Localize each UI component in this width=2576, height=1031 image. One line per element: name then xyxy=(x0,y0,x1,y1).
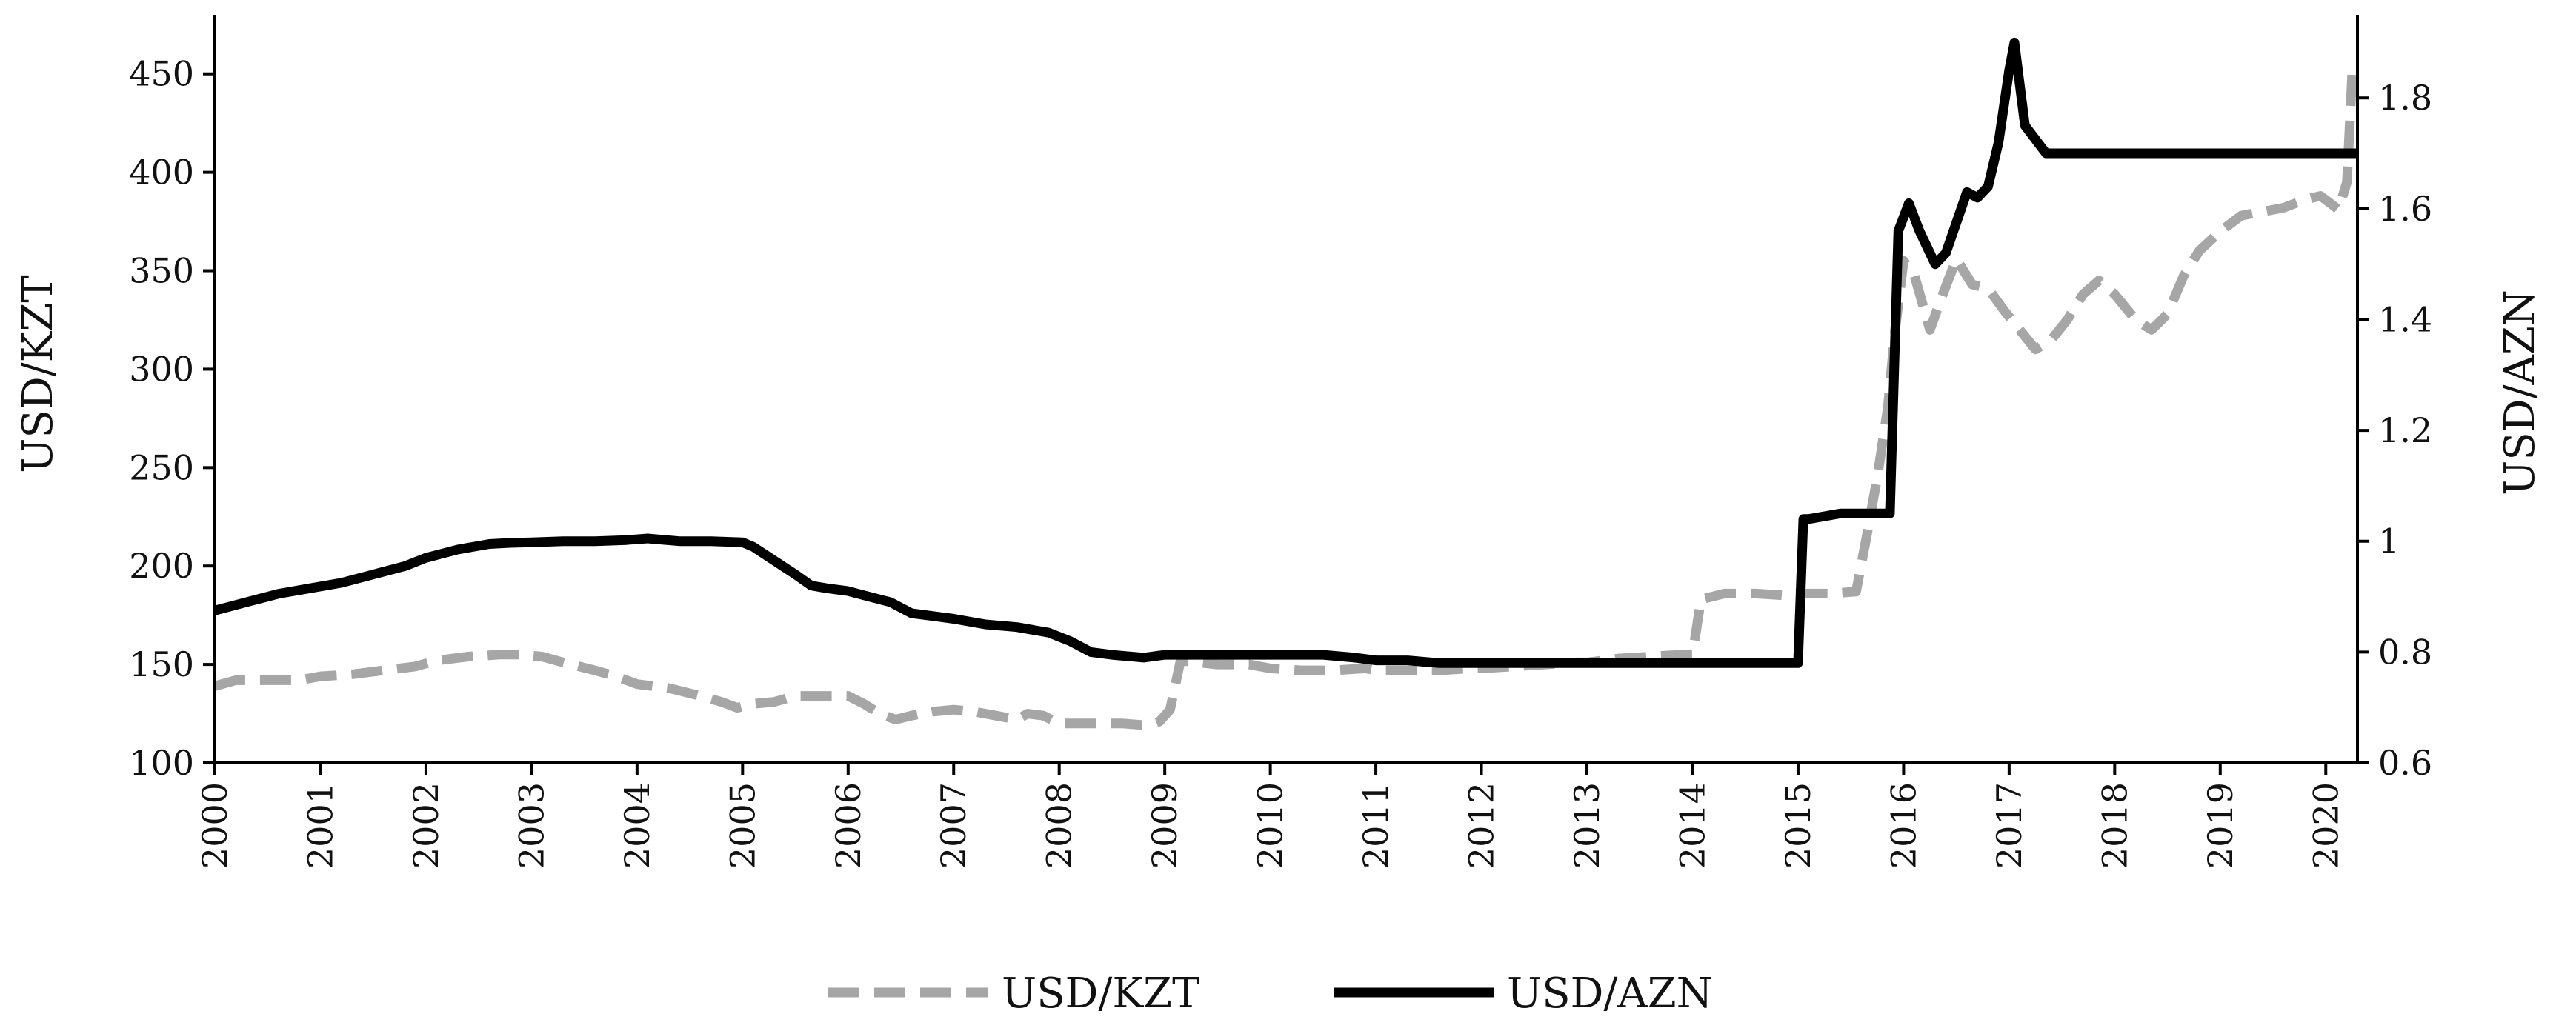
plot-lines xyxy=(213,37,2357,730)
y-tick-label-right: 0.8 xyxy=(2378,632,2432,672)
y-axis-right-title: USD/AZN xyxy=(2496,290,2544,496)
x-tick-label: 2005 xyxy=(722,782,762,869)
series-line-usd-azn xyxy=(213,37,2357,668)
series-line-usd-kzt xyxy=(213,73,2357,730)
x-tick-label: 2007 xyxy=(933,782,974,869)
y-tick-label-right: 1.8 xyxy=(2378,78,2432,118)
y-tick-label-left: 150 xyxy=(129,644,194,684)
x-tick-label: 2008 xyxy=(1039,782,1079,869)
y-tick-label-right: 1 xyxy=(2378,521,2400,561)
x-tick-label: 2020 xyxy=(2306,782,2346,869)
x-tick-label: 2002 xyxy=(406,782,446,869)
y-axis-left-title: USD/KZT xyxy=(14,275,62,473)
legend: USD/KZT USD/AZN xyxy=(828,970,1713,1018)
y-tick-label-left: 400 xyxy=(129,153,194,193)
x-tick-label: 2018 xyxy=(2094,782,2134,869)
x-tick-label: 2000 xyxy=(195,782,235,869)
y-tick-label-left: 350 xyxy=(129,251,194,291)
y-tick-label-left: 450 xyxy=(129,54,194,94)
x-tick-label: 2009 xyxy=(1145,782,1185,869)
x-tick-label: 2006 xyxy=(828,782,868,869)
y-tick-label-left: 300 xyxy=(129,349,194,389)
axes xyxy=(213,15,2359,764)
x-tick-label: 2004 xyxy=(617,782,657,869)
x-tick-label: 2012 xyxy=(1462,782,1502,869)
y-tick-label-right: 1.6 xyxy=(2378,189,2432,229)
x-tick-label: 2017 xyxy=(1989,782,2029,869)
x-tick-label: 2014 xyxy=(1672,782,1712,869)
y-tick-label-right: 1.4 xyxy=(2378,299,2432,339)
x-tick-label: 2010 xyxy=(1251,782,1291,869)
x-tick-label: 2003 xyxy=(511,782,551,869)
x-tick-label: 2013 xyxy=(1567,782,1607,869)
x-tick-label: 2001 xyxy=(300,782,340,869)
x-tick-label: 2015 xyxy=(1778,782,1818,869)
x-tick-label: 2019 xyxy=(2200,782,2240,869)
y-tick-label-left: 250 xyxy=(129,447,194,487)
legend-label-usd-kzt: USD/KZT xyxy=(1002,970,1199,1018)
x-tick-label: 2016 xyxy=(1883,782,1923,869)
y-tick-label-right: 1.2 xyxy=(2378,410,2432,450)
y-tick-label-left: 200 xyxy=(129,546,194,586)
x-tick-label: 2011 xyxy=(1356,782,1396,869)
ticks: 100 150 200 250 300 350 400 450 0.6 0.8 1 1.2 1.4 1.6… xyxy=(129,54,2432,869)
y-tick-label-left: 100 xyxy=(129,743,194,783)
y-tick-label-right: 0.6 xyxy=(2378,743,2432,783)
legend-label-usd-azn: USD/AZN xyxy=(1507,970,1713,1018)
